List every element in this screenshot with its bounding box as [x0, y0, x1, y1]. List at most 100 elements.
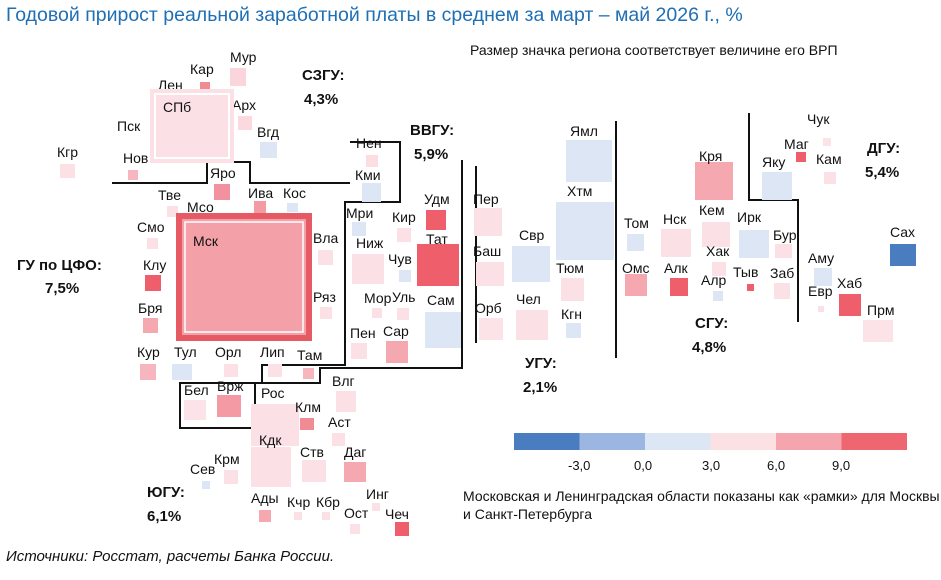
source-note: Источники: Росстат, расчеты Банка России…: [6, 548, 335, 565]
region-box: [322, 512, 330, 520]
region-label: Даг: [344, 444, 366, 460]
region-73: Клм: [295, 399, 321, 430]
region-57: Алр: [701, 272, 727, 301]
region-label: Арх: [232, 97, 256, 113]
region-19: Вла: [313, 230, 339, 265]
region-label: Хаб: [837, 275, 862, 291]
region-label: Хтм: [567, 183, 592, 199]
region-12: Яро: [210, 165, 236, 200]
region-56: Алк: [664, 260, 689, 296]
region-box: [516, 310, 548, 340]
region-box: [350, 524, 360, 534]
district-dgu-value: 5,4%: [865, 164, 899, 181]
region-box: [230, 68, 246, 86]
region-box: [140, 364, 156, 380]
region-box: [143, 318, 158, 333]
region-label: Крм: [214, 451, 240, 467]
region-34: Ниж: [352, 235, 384, 284]
district-vvgu-name: ВВГУ:: [410, 122, 454, 139]
region-64: Яку: [762, 154, 792, 200]
legend-swatch-3: [645, 433, 711, 450]
region-43: Орб: [475, 300, 503, 340]
region-label: Ива: [248, 185, 273, 201]
region-label: Клм: [295, 399, 321, 415]
region-label: Мор: [364, 290, 392, 306]
region-box: [397, 228, 411, 242]
region-frame-len: [150, 89, 234, 163]
region-box: [474, 208, 502, 236]
region-box: [713, 291, 723, 301]
region-box: [224, 470, 238, 484]
region-box: [426, 210, 446, 230]
region-box: [695, 162, 733, 200]
region-label: Лип: [260, 344, 285, 360]
region-25: Орл: [215, 344, 241, 377]
legend-swatch-1: [514, 433, 580, 450]
region-55: Омс: [622, 260, 650, 296]
region-65: Кам: [816, 151, 842, 184]
region-box: [425, 312, 461, 348]
region-box: [172, 364, 192, 380]
region-label: Удм: [424, 191, 450, 207]
region-label: Аст: [328, 414, 351, 430]
region-box: [351, 343, 367, 359]
region-label: Баш: [473, 243, 501, 259]
region-label: Нов: [123, 150, 148, 166]
legend-swatch-6: [841, 433, 907, 450]
region-79: Даг: [344, 444, 366, 482]
region-2: Кар: [190, 61, 214, 91]
region-78: Ств: [300, 444, 326, 482]
region-label: Тул: [174, 344, 197, 360]
region-box: [512, 246, 550, 282]
region-box: [302, 460, 326, 482]
region-label: Вгд: [257, 124, 279, 140]
region-83: Инг: [366, 486, 389, 511]
region-10: Нен: [356, 135, 382, 167]
region-label: Хак: [706, 243, 730, 259]
district-labels: СЗГУ: 4,3% ВВГУ: 5,9% ДГУ: 5,4% ГУ по ЦФ…: [17, 67, 900, 525]
map-subtitle: Размер значка региона соответствует вели…: [470, 42, 838, 58]
region-box: [395, 522, 409, 536]
region-4: СПб: [156, 95, 228, 157]
region-box: [202, 481, 210, 489]
region-47: Тюм: [556, 260, 584, 301]
region-33: Тат: [417, 231, 459, 286]
region-box: [260, 142, 277, 158]
region-box: [566, 140, 612, 182]
region-label: Чеч: [385, 506, 409, 522]
region-box: [156, 95, 228, 157]
region-label: Кгр: [57, 144, 78, 160]
region-box: [128, 170, 138, 180]
district-dgu-name: ДГУ:: [867, 140, 900, 157]
region-box: [259, 510, 271, 522]
color-legend: -3,0 0,0 3,0 6,0 9,0: [514, 433, 907, 473]
region-box: [818, 306, 824, 312]
region-box: [344, 462, 366, 482]
region-label: Кчр: [287, 494, 310, 510]
region-box: [254, 201, 266, 213]
region-label: Бря: [138, 300, 162, 316]
region-box: [762, 172, 792, 200]
region-box: [287, 203, 298, 212]
region-box: [561, 278, 584, 301]
region-box: [556, 202, 614, 260]
region-50: Кря: [695, 148, 733, 200]
region-box: [670, 278, 688, 296]
region-71: Рос: [251, 385, 299, 446]
region-label: Ств: [300, 444, 324, 460]
region-box: [417, 244, 459, 286]
region-box: [303, 368, 314, 379]
region-27: Там: [297, 347, 322, 379]
region-67: Аму: [808, 250, 834, 286]
region-20: Клу: [143, 257, 166, 291]
region-box: [294, 512, 302, 520]
region-37: Уль: [392, 289, 415, 320]
region-18: Мск: [176, 213, 312, 341]
region-label: Инг: [366, 486, 389, 502]
region-label: Кдк: [259, 432, 282, 448]
region-label: Мур: [230, 49, 257, 65]
region-72: Влг: [332, 373, 356, 412]
region-31: Кир: [392, 209, 416, 242]
region-label: Яро: [210, 165, 236, 181]
